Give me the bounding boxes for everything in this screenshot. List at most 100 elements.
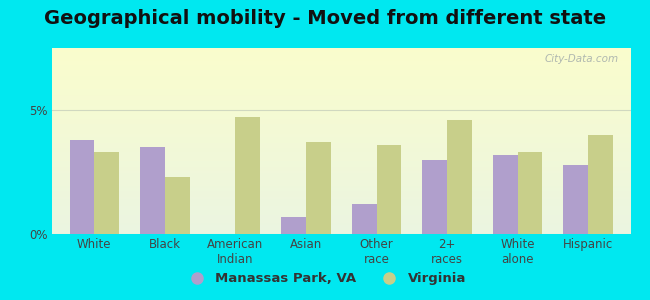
Bar (52, 93, 630, 94)
Bar (52, 67, 630, 68)
Bar (52, 212, 630, 214)
Bar (52, 156, 630, 158)
Bar (52, 178, 630, 180)
Bar (52, 61, 630, 63)
Bar (52, 197, 630, 199)
Bar (52, 225, 630, 226)
Bar (52, 78, 630, 80)
Bar (52, 147, 630, 148)
Bar (52, 145, 630, 147)
Bar (52, 76, 630, 78)
Bar (52, 126, 630, 128)
Bar (52, 132, 630, 134)
Bar (52, 148, 630, 150)
Bar (52, 119, 630, 121)
Bar (52, 56, 630, 57)
Bar (52, 191, 630, 193)
Bar (52, 124, 630, 126)
Bar (422, 160, 447, 234)
Bar (517, 152, 542, 234)
Bar (52, 175, 630, 176)
Bar (52, 202, 630, 204)
Bar (52, 158, 630, 160)
Bar (52, 106, 630, 107)
Bar (52, 200, 630, 202)
Bar (52, 186, 630, 188)
Bar (52, 188, 630, 189)
Bar (52, 80, 630, 82)
Bar (52, 150, 630, 152)
Bar (52, 215, 630, 217)
Bar (52, 137, 630, 139)
Bar (52, 160, 630, 161)
Bar (52, 189, 630, 191)
Bar (52, 110, 630, 111)
Bar (52, 135, 630, 137)
Bar (52, 128, 630, 130)
Bar (52, 82, 630, 83)
Bar (52, 113, 630, 115)
Bar (52, 134, 630, 135)
Bar (52, 223, 630, 225)
Bar (306, 142, 331, 234)
Bar (52, 143, 630, 145)
Bar (165, 177, 190, 234)
Bar (52, 107, 630, 110)
Bar (52, 172, 630, 175)
Text: Geographical mobility - Moved from different state: Geographical mobility - Moved from diffe… (44, 9, 606, 28)
Bar (52, 163, 630, 165)
Bar (352, 204, 376, 234)
Bar (52, 57, 630, 59)
Bar (52, 230, 630, 232)
Bar (52, 70, 630, 72)
Bar (52, 68, 630, 70)
Bar (281, 217, 306, 234)
Bar (493, 154, 517, 234)
Bar (52, 52, 630, 54)
Bar (52, 122, 630, 124)
Bar (52, 121, 630, 122)
Bar (52, 184, 630, 186)
Bar (52, 221, 630, 223)
Bar (94, 152, 119, 234)
Bar (52, 115, 630, 117)
Bar (52, 96, 630, 98)
Bar (52, 171, 630, 172)
Bar (52, 152, 630, 154)
Bar (52, 228, 630, 230)
Bar (52, 176, 630, 178)
Bar (52, 130, 630, 132)
Bar (52, 87, 630, 89)
Bar (52, 199, 630, 200)
Bar (52, 100, 630, 102)
Bar (52, 219, 630, 221)
Bar (52, 83, 630, 85)
Bar (52, 104, 630, 106)
Bar (564, 165, 588, 234)
Bar (52, 111, 630, 113)
Bar (52, 226, 630, 228)
Bar (70, 140, 94, 234)
Bar (52, 85, 630, 87)
Bar (140, 147, 165, 234)
Bar (52, 165, 630, 167)
Bar (52, 59, 630, 61)
Bar (52, 161, 630, 163)
Bar (52, 208, 630, 210)
Bar (52, 206, 630, 208)
Bar (52, 180, 630, 182)
Bar (376, 145, 401, 234)
Bar (52, 65, 630, 67)
Bar (52, 72, 630, 74)
Bar (52, 232, 630, 234)
Bar (52, 182, 630, 184)
Bar (52, 214, 630, 215)
Bar (52, 63, 630, 65)
Bar (52, 74, 630, 76)
Bar (52, 141, 630, 143)
Bar (52, 204, 630, 206)
Bar (52, 91, 630, 93)
Bar (52, 154, 630, 156)
Bar (52, 117, 630, 119)
Bar (52, 54, 630, 56)
